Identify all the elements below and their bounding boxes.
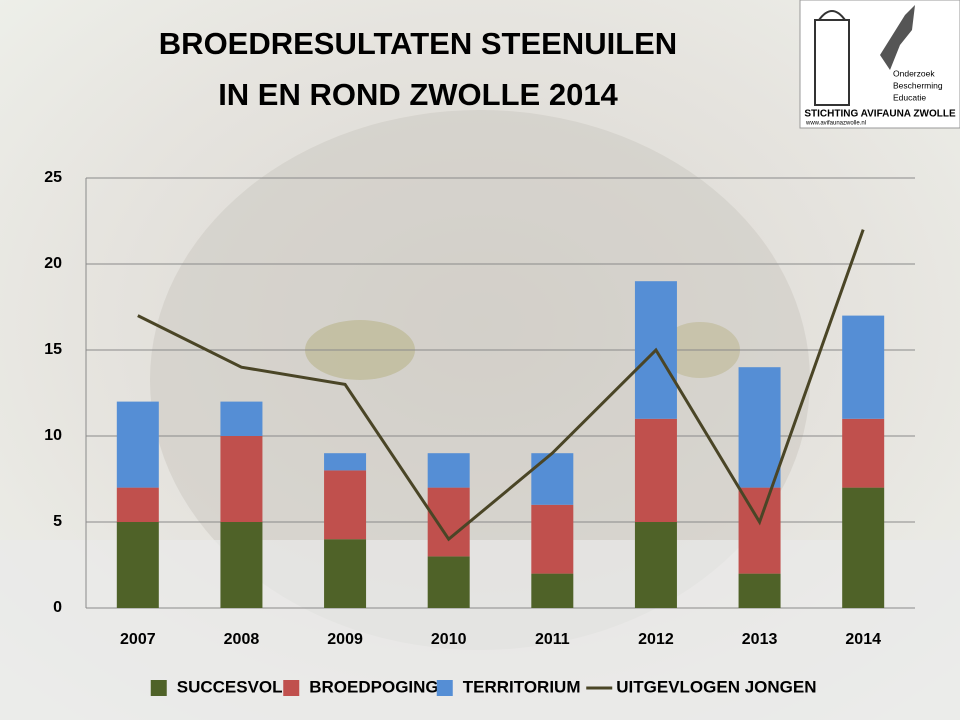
bar-segment bbox=[220, 436, 263, 522]
bar-segment bbox=[427, 556, 470, 608]
logo-tower bbox=[814, 19, 850, 106]
logo-bird bbox=[880, 5, 915, 70]
logo-bullet: Onderzoek bbox=[893, 68, 935, 78]
y-tick-label: 5 bbox=[53, 513, 62, 530]
legend-swatch bbox=[283, 680, 300, 696]
bar-segment bbox=[634, 418, 677, 522]
y-tick-label: 20 bbox=[44, 255, 62, 272]
x-tick-label: 2009 bbox=[327, 631, 363, 648]
bar-segment bbox=[842, 315, 885, 419]
chart-title: IN EN ROND ZWOLLE 2014 bbox=[218, 77, 618, 112]
logo-bullet: Educatie bbox=[893, 92, 926, 102]
legend-label: BROEDPOGING bbox=[309, 677, 438, 696]
bar-segment bbox=[324, 539, 367, 608]
logo-bullet: Bescherming bbox=[893, 80, 943, 90]
y-tick-label: 0 bbox=[53, 599, 62, 616]
x-tick-label: 2010 bbox=[431, 631, 467, 648]
y-tick-label: 15 bbox=[44, 341, 62, 358]
y-tick-label: 25 bbox=[44, 169, 62, 186]
x-tick-label: 2011 bbox=[535, 631, 570, 648]
bar-segment bbox=[220, 401, 263, 436]
bar-segment bbox=[427, 453, 470, 488]
bar-segment bbox=[842, 487, 885, 608]
x-tick-label: 2008 bbox=[224, 631, 260, 648]
x-tick-label: 2012 bbox=[638, 631, 674, 648]
logo-tower-top bbox=[818, 10, 846, 21]
bar-segment bbox=[116, 401, 159, 488]
y-tick-label: 10 bbox=[44, 427, 62, 444]
bar-segment bbox=[842, 418, 885, 488]
bar-segment bbox=[531, 453, 574, 505]
bar-segment bbox=[427, 487, 470, 557]
chart-title: BROEDRESULTATEN STEENUILEN bbox=[159, 26, 677, 61]
legend-label: SUCCESVOL bbox=[177, 677, 283, 696]
x-tick-label: 2007 bbox=[120, 631, 156, 648]
bar-segment bbox=[220, 522, 263, 608]
logo-url: www.avifaunazwolle.nl bbox=[805, 121, 866, 127]
bar-segment bbox=[116, 522, 159, 608]
x-tick-label: 2014 bbox=[845, 631, 881, 648]
bar-segment bbox=[634, 522, 677, 608]
bar-segment bbox=[116, 487, 159, 522]
legend-label: UITGEVLOGEN JONGEN bbox=[616, 677, 816, 696]
logo: Onderzoek Bescherming Educatie STICHTING… bbox=[799, 0, 960, 129]
legend-swatch bbox=[150, 680, 167, 696]
bar-segment bbox=[738, 367, 781, 488]
x-tick-label: 2013 bbox=[742, 631, 778, 648]
bar-segment bbox=[531, 504, 574, 574]
bar-segment bbox=[738, 487, 781, 574]
legend-swatch bbox=[436, 680, 453, 696]
bar-segment bbox=[531, 573, 574, 608]
legend-label: TERRITORIUM bbox=[463, 677, 581, 696]
logo-name: STICHTING AVIFAUNA ZWOLLE bbox=[804, 109, 956, 120]
bar-segment bbox=[738, 573, 781, 608]
bar-segment bbox=[324, 453, 367, 471]
line-series bbox=[137, 229, 865, 542]
bar-segment bbox=[324, 470, 367, 540]
